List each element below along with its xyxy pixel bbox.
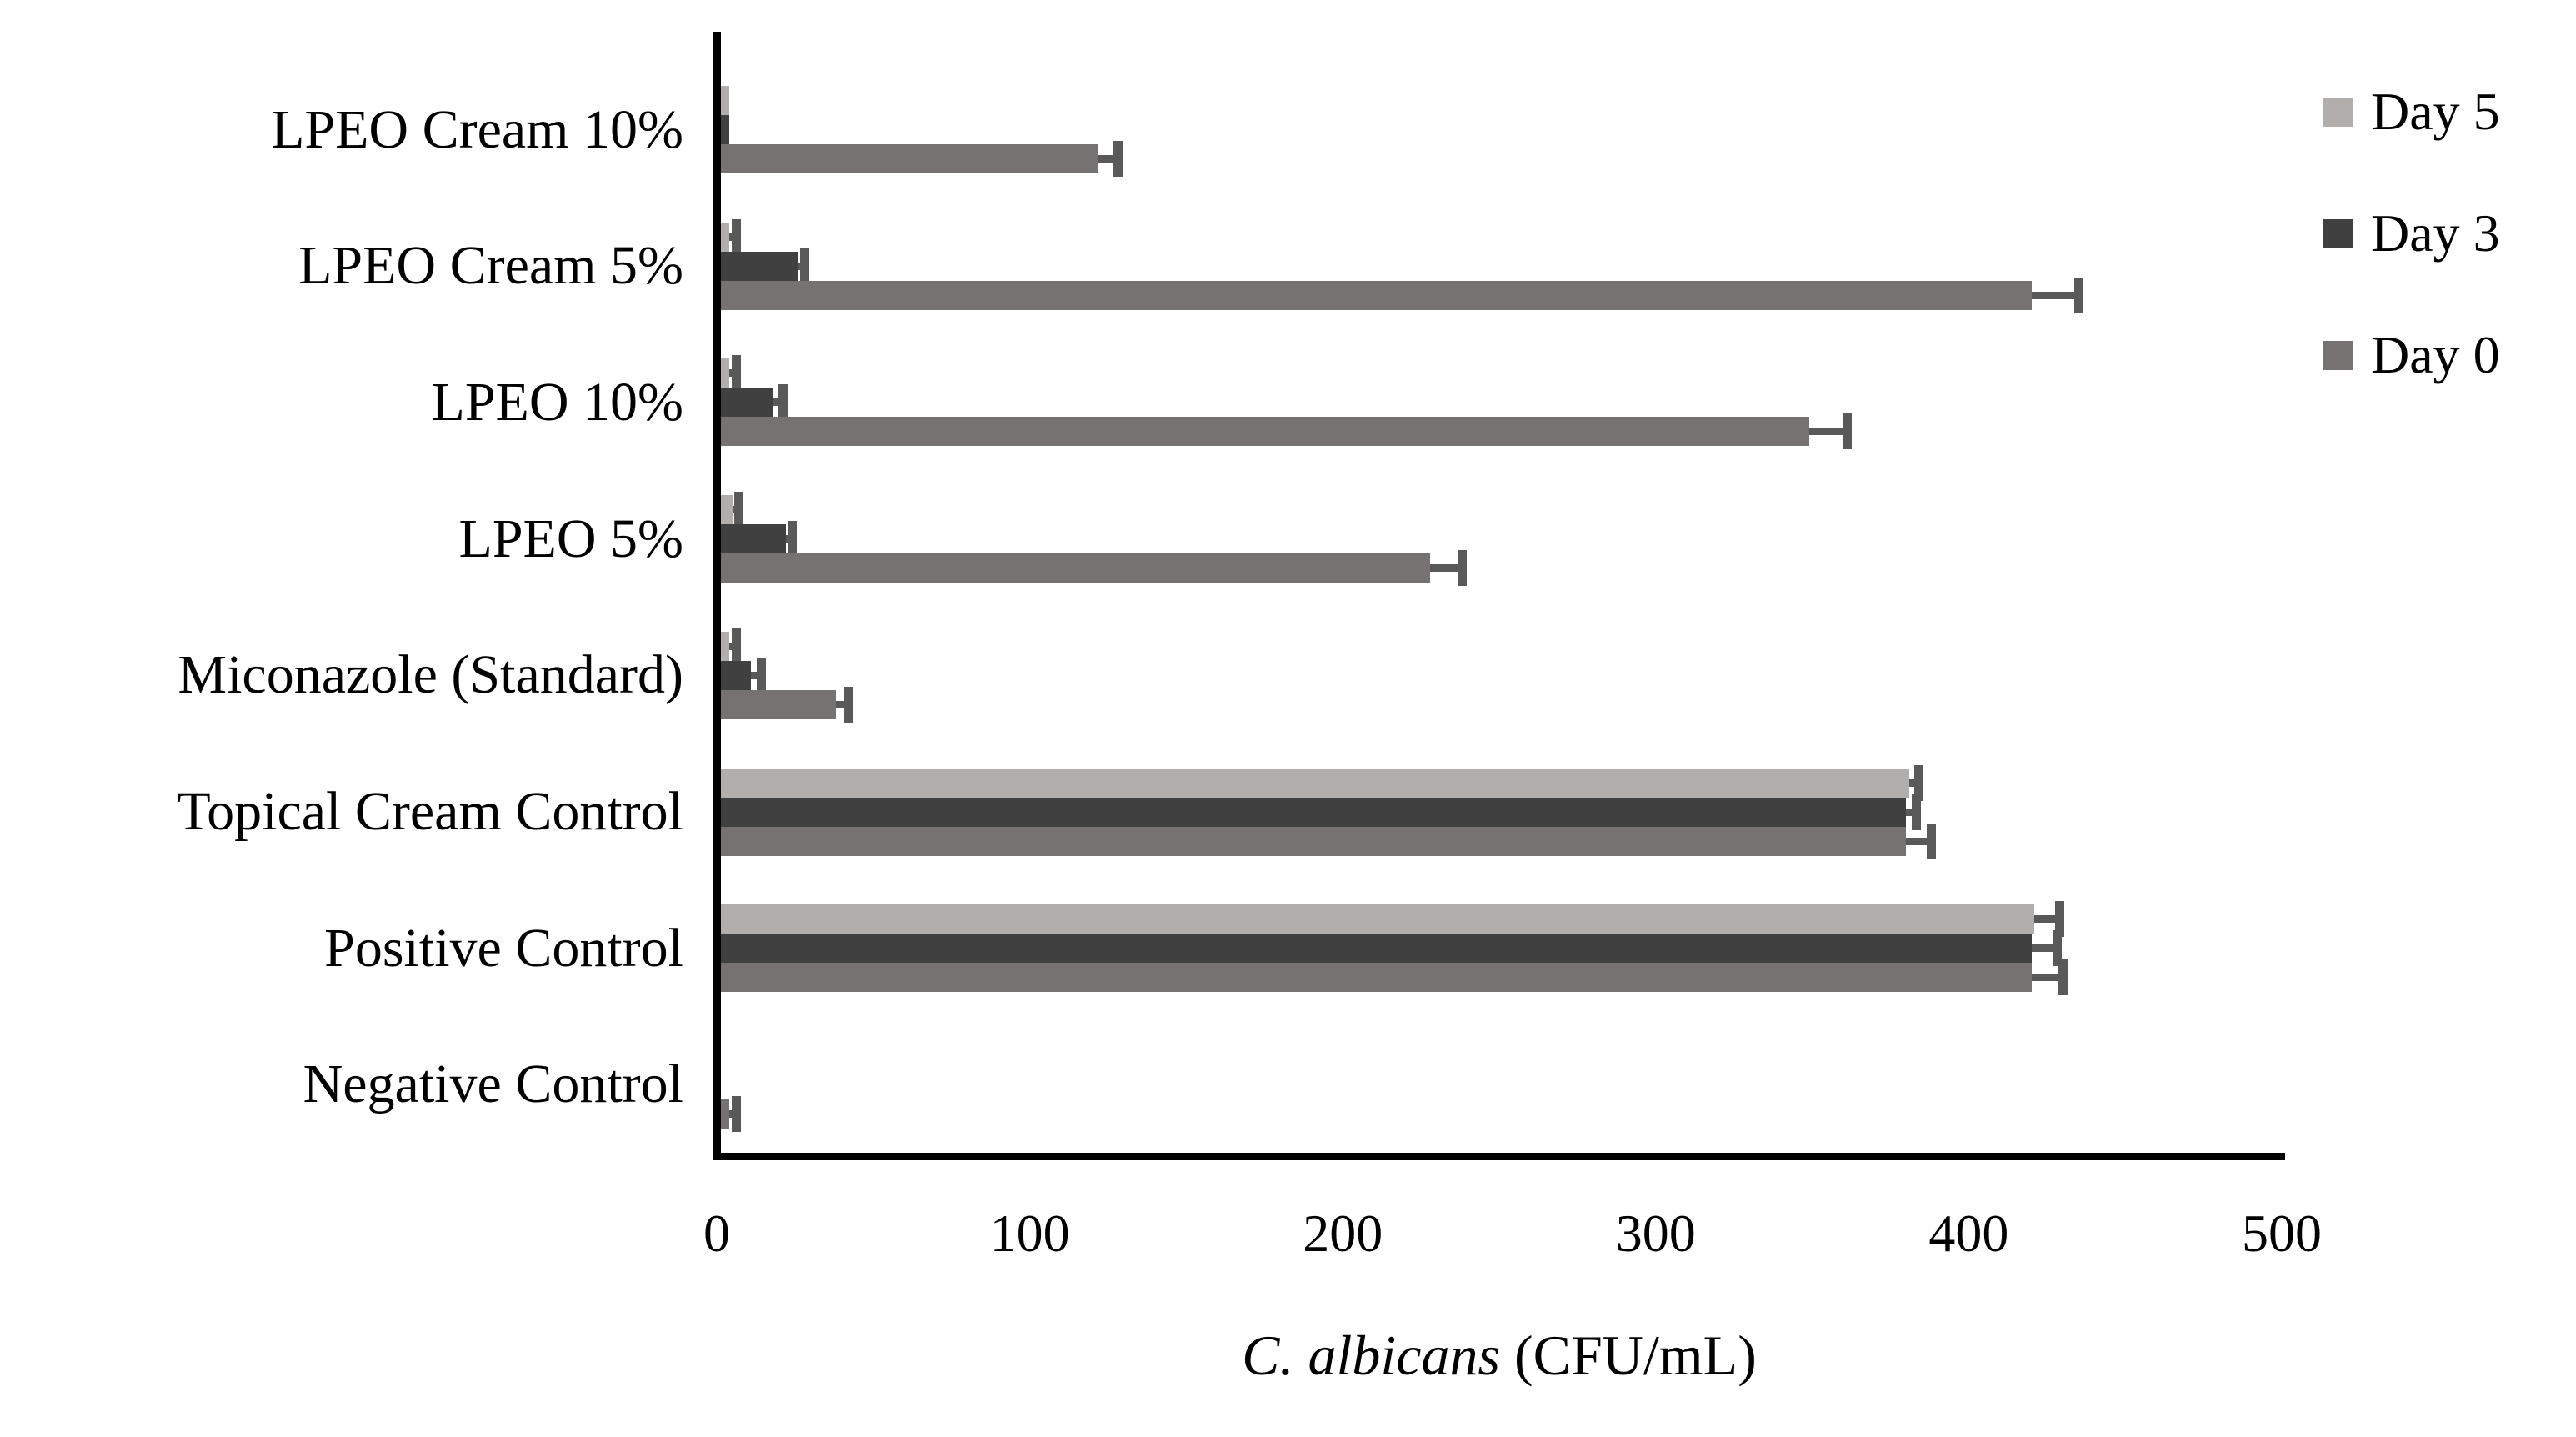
x-tick-label: 0 — [703, 1204, 730, 1263]
error-bar-whisker — [835, 700, 848, 708]
bar — [717, 963, 2032, 993]
error-bar-cap — [778, 384, 788, 421]
category-label: Negative Control — [303, 1054, 683, 1115]
x-tick-label: 100 — [989, 1204, 1070, 1263]
bar — [717, 934, 2032, 964]
error-bar-whisker — [773, 398, 783, 407]
error-bar-cap — [756, 657, 766, 693]
error-bar-cap — [2058, 959, 2068, 996]
error-bar-cap — [731, 355, 741, 392]
error-bar-whisker — [1906, 837, 1932, 845]
bar — [717, 144, 1099, 173]
axis-title-species: C. albicans — [1242, 1324, 1500, 1387]
x-tick-label: 400 — [1928, 1204, 2009, 1263]
error-bar-cap — [2073, 277, 2083, 313]
legend-swatch — [2323, 97, 2353, 127]
x-axis-title: C. albicans (CFU/mL) — [1242, 1327, 1757, 1384]
category-label: Topical Cream Control — [177, 781, 683, 842]
bar — [717, 797, 1907, 827]
error-bar-cap — [734, 492, 744, 528]
error-bar-cap — [1927, 823, 1937, 859]
error-bar-whisker — [1098, 155, 1118, 163]
error-bar-cap — [1911, 794, 1921, 830]
category-label: LPEO 10% — [431, 371, 683, 433]
error-bar-whisker — [1906, 808, 1916, 816]
error-bar-cap — [1457, 550, 1467, 587]
error-bar-cap — [1842, 413, 1852, 450]
error-bar-cap — [800, 248, 810, 284]
error-bar-whisker — [2031, 974, 2063, 982]
bar — [717, 280, 2032, 310]
bar — [717, 417, 1809, 447]
error-bar-cap — [2052, 930, 2062, 967]
error-bar-whisker — [1808, 428, 1847, 436]
legend-label: Day 5 — [2371, 82, 2500, 141]
category-label: LPEO Cream 10% — [271, 98, 683, 160]
legend-label: Day 3 — [2371, 203, 2500, 263]
error-bar-cap — [843, 686, 853, 723]
error-bar-cap — [731, 1095, 741, 1132]
legend: Day 5 Day 3 Day 0 — [2323, 85, 2500, 455]
category-label: Positive Control — [324, 917, 683, 979]
bar — [717, 495, 733, 525]
legend-swatch — [2323, 340, 2353, 370]
bar — [717, 251, 798, 281]
x-tick-label: 300 — [1615, 1204, 1696, 1263]
error-bar-cap — [2055, 901, 2065, 938]
error-bar-cap — [1914, 764, 1924, 801]
legend-label: Day 0 — [2371, 325, 2500, 384]
error-bar-whisker — [751, 671, 761, 679]
axis-title-units: (CFU/mL) — [1499, 1324, 1757, 1387]
x-axis-line — [713, 1153, 2285, 1160]
bar — [717, 904, 2035, 934]
error-bar-whisker — [1430, 564, 1462, 573]
bar — [717, 689, 836, 719]
error-bar-whisker — [1909, 779, 1919, 787]
error-bar-cap — [731, 218, 741, 255]
error-bar-cap — [788, 521, 798, 558]
x-tick-label: 500 — [2242, 1204, 2322, 1263]
y-axis-line — [713, 32, 721, 1160]
bar — [717, 826, 1907, 856]
error-bar-whisker — [2034, 915, 2060, 924]
legend-swatch — [2323, 218, 2353, 248]
error-bar-whisker — [2031, 291, 2078, 299]
bar — [717, 553, 1431, 583]
x-tick-label: 200 — [1303, 1204, 1383, 1263]
error-bar-whisker — [2031, 944, 2057, 953]
category-label: LPEO Cream 5% — [298, 235, 683, 297]
category-label: LPEO 5% — [458, 508, 683, 569]
bar — [717, 388, 773, 418]
category-label: Miconazole (Standard) — [178, 644, 683, 706]
legend-item: Day 5 — [2323, 85, 2500, 138]
legend-item: Day 3 — [2323, 207, 2500, 260]
error-bar-cap — [731, 628, 741, 664]
bar — [717, 768, 1910, 798]
legend-item: Day 0 — [2323, 328, 2500, 382]
bar — [717, 524, 786, 554]
error-bar-cap — [1113, 141, 1123, 177]
bar — [717, 660, 752, 690]
